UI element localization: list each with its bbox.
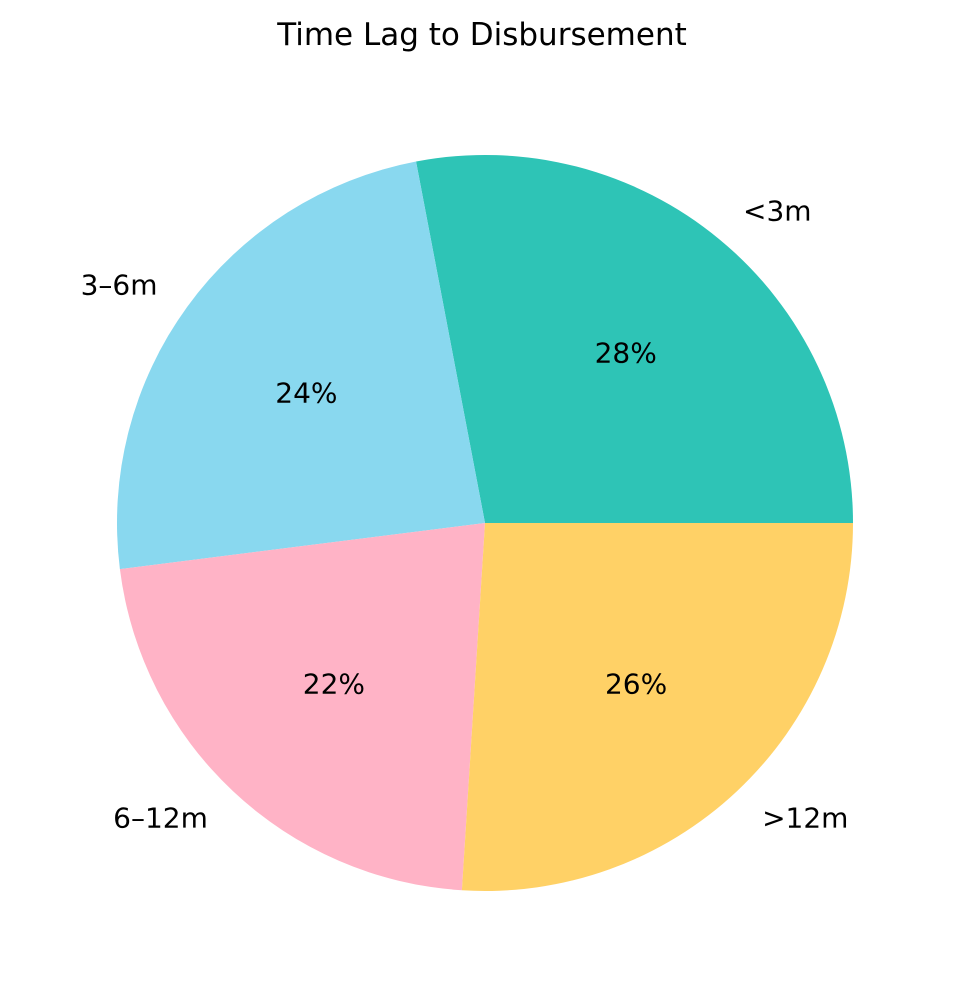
pie-pct-label-0: 28% [595, 336, 657, 369]
pie-category-label-2: 6–12m [113, 802, 208, 835]
pie-labels-group: 28% <3m 24% 3–6m 22% 6–12m 26% >12m [81, 195, 849, 835]
pie-slice-2 [119, 523, 486, 891]
pie-pct-label-2: 22% [303, 668, 365, 701]
pie-pct-label-3: 26% [605, 668, 667, 701]
pie-slice-0 [416, 155, 853, 523]
pie-category-label-1: 3–6m [81, 269, 158, 302]
pie-category-label-0: <3m [743, 195, 812, 228]
pie-slice-1 [116, 161, 485, 570]
pie-slices-group [116, 155, 853, 891]
chart-title: Time Lag to Disbursement [276, 17, 687, 53]
pie-category-label-3: >12m [762, 802, 848, 835]
pie-slice-3 [461, 523, 853, 891]
pie-pct-label-1: 24% [275, 377, 337, 410]
